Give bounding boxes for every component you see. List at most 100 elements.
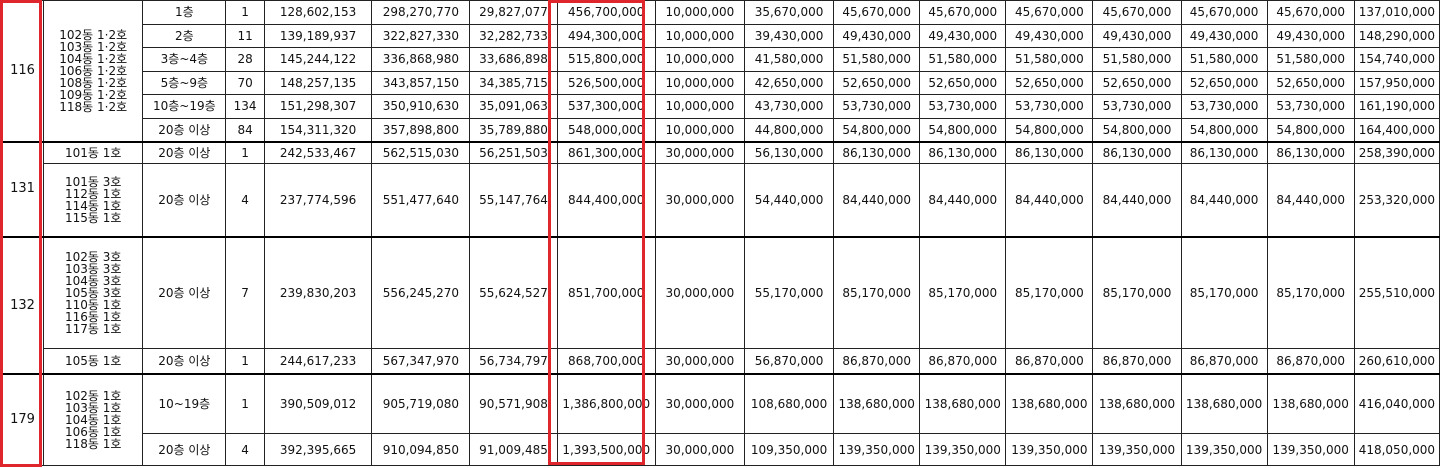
balance-cell: 161,190,000: [1353, 94, 1441, 119]
table-row: 20층 이상 84 154,311,320 357,898,800 35,789…: [1, 117, 1441, 143]
contract-cell: 10,000,000: [654, 94, 745, 119]
middle-payment-cell: 86,870,000: [1180, 348, 1268, 375]
middle-payment-cell: 85,170,000: [919, 236, 1007, 350]
total-price-cell: 851,700,000: [556, 236, 656, 350]
building-price-cell: 350,910,630: [371, 94, 471, 119]
middle-payment-cell: 54,800,000: [1092, 117, 1182, 143]
middle-payment-cell: 86,130,000: [1092, 140, 1182, 164]
total-price-cell: 548,000,000: [556, 117, 656, 143]
building-price-cell: 298,270,770: [371, 0, 471, 25]
floor-cell: 20층 이상: [142, 162, 227, 238]
middle-payment-cell: 54,800,000: [1180, 117, 1268, 143]
middle-payment-cell: 138,680,000: [1092, 373, 1182, 435]
middle-payment-cell: 51,580,000: [1266, 47, 1355, 72]
total-price-cell: 537,300,000: [556, 94, 656, 119]
contract-cell: 30,000,000: [654, 373, 745, 435]
vat-cell: 32,282,733: [469, 23, 558, 49]
contract-cell: 10,000,000: [654, 70, 745, 96]
middle-payment-cell: 53,730,000: [919, 94, 1007, 119]
total-price-cell: 456,700,000: [556, 0, 656, 25]
contract-cell: 30,000,000: [654, 433, 745, 466]
middle-payment-cell: 49,430,000: [1180, 23, 1268, 49]
middle-payment-cell: 45,670,000: [1005, 0, 1094, 25]
building-price-cell: 336,868,980: [371, 47, 471, 72]
count-cell: 1: [225, 0, 265, 25]
contract-cell: 30,000,000: [654, 236, 745, 350]
building-price-cell: 343,857,150: [371, 70, 471, 96]
floor-cell: 20층 이상: [142, 433, 227, 466]
land-price-cell: 237,774,596: [263, 162, 373, 238]
middle-payment-cell: 84,440,000: [1180, 162, 1268, 238]
middle-payment-cell: 53,730,000: [833, 94, 921, 119]
middle-payment-cell: 53,730,000: [1180, 94, 1268, 119]
building-price-cell: 567,347,970: [371, 348, 471, 375]
middle-payment-cell: 139,350,000: [919, 433, 1007, 466]
middle-payment-cell: 49,430,000: [833, 23, 921, 49]
balance-cell: 164,400,000: [1353, 117, 1441, 143]
balance-cell: 148,290,000: [1353, 23, 1441, 49]
total-price-cell: 515,800,000: [556, 47, 656, 72]
land-price-cell: 242,533,467: [263, 140, 373, 164]
middle-payment-cell: 51,580,000: [833, 47, 921, 72]
middle-payment-cell: 86,870,000: [1005, 348, 1094, 375]
middle-payment-cell: 84,440,000: [1092, 162, 1182, 238]
floor-cell: 20층 이상: [142, 236, 227, 350]
middle-payment-cell: 86,130,000: [1180, 140, 1268, 164]
middle-payment-cell: 51,580,000: [1180, 47, 1268, 72]
total-price-cell: 494,300,000: [556, 23, 656, 49]
vat-cell: 35,091,063: [469, 94, 558, 119]
unit-type-cell: 116: [0, 0, 45, 143]
table-row: 179 102동 1호 103동 1호 104동 1호 106동 1호 118동…: [0, 373, 1441, 467]
middle-payment-cell: 86,870,000: [919, 348, 1007, 375]
vat-cell: 55,147,764: [469, 162, 558, 238]
vat-cell: 34,385,715: [469, 70, 558, 96]
middle-payment-cell: 138,680,000: [833, 373, 921, 435]
contract-cell: 10,000,000: [654, 23, 745, 49]
count-cell: 7: [225, 236, 265, 350]
middle-payment-cell: 56,870,000: [743, 348, 835, 375]
total-price-cell: 868,700,000: [556, 348, 656, 375]
middle-payment-cell: 85,170,000: [1180, 236, 1268, 350]
table-row: 132 102동 3호 103동 3호 104동 3호 105동 3호 110동…: [0, 236, 1441, 375]
contract-cell: 30,000,000: [654, 162, 745, 238]
middle-payment-cell: 43,730,000: [743, 94, 835, 119]
land-price-cell: 244,617,233: [263, 348, 373, 375]
middle-payment-cell: 54,800,000: [919, 117, 1007, 143]
balance-cell: 157,950,000: [1353, 70, 1441, 96]
middle-payment-cell: 35,670,000: [743, 0, 835, 25]
count-cell: 84: [225, 117, 265, 143]
middle-payment-cell: 51,580,000: [919, 47, 1007, 72]
vat-cell: 56,734,797: [469, 348, 558, 375]
building-price-cell: 551,477,640: [371, 162, 471, 238]
middle-payment-cell: 138,680,000: [919, 373, 1007, 435]
middle-payment-cell: 49,430,000: [1092, 23, 1182, 49]
middle-payment-cell: 86,870,000: [833, 348, 921, 375]
count-cell: 70: [225, 70, 265, 96]
middle-payment-cell: 86,130,000: [833, 140, 921, 164]
balance-cell: 253,320,000: [1353, 162, 1441, 238]
middle-payment-cell: 44,800,000: [743, 117, 835, 143]
middle-payment-cell: 52,650,000: [1266, 70, 1355, 96]
middle-payment-cell: 52,650,000: [833, 70, 921, 96]
contract-cell: 30,000,000: [654, 140, 745, 164]
middle-payment-cell: 84,440,000: [919, 162, 1007, 238]
middle-payment-cell: 109,350,000: [743, 433, 835, 466]
land-price-cell: 154,311,320: [263, 117, 373, 143]
middle-payment-cell: 138,680,000: [1005, 373, 1094, 435]
floor-cell: 20층 이상: [142, 348, 227, 375]
count-cell: 1: [225, 348, 265, 375]
total-price-cell: 861,300,000: [556, 140, 656, 164]
building-unit-cell: 102동 1·2호 103동 1·2호 104동 1·2호 106동 1·2호 …: [43, 0, 144, 143]
count-cell: 1: [225, 140, 265, 164]
building-unit-cell: 102동 1호 103동 1호 104동 1호 106동 1호 118동 1호: [43, 373, 144, 467]
land-price-cell: 151,298,307: [263, 94, 373, 119]
vat-cell: 33,686,898: [469, 47, 558, 72]
middle-payment-cell: 52,650,000: [1180, 70, 1268, 96]
unit-type-cell: 132: [0, 236, 45, 375]
unit-type-cell: 179: [0, 373, 45, 467]
middle-payment-cell: 45,670,000: [833, 0, 921, 25]
building-price-cell: 556,245,270: [371, 236, 471, 350]
middle-payment-cell: 85,170,000: [833, 236, 921, 350]
middle-payment-cell: 45,670,000: [1180, 0, 1268, 25]
middle-payment-cell: 139,350,000: [1266, 433, 1355, 466]
